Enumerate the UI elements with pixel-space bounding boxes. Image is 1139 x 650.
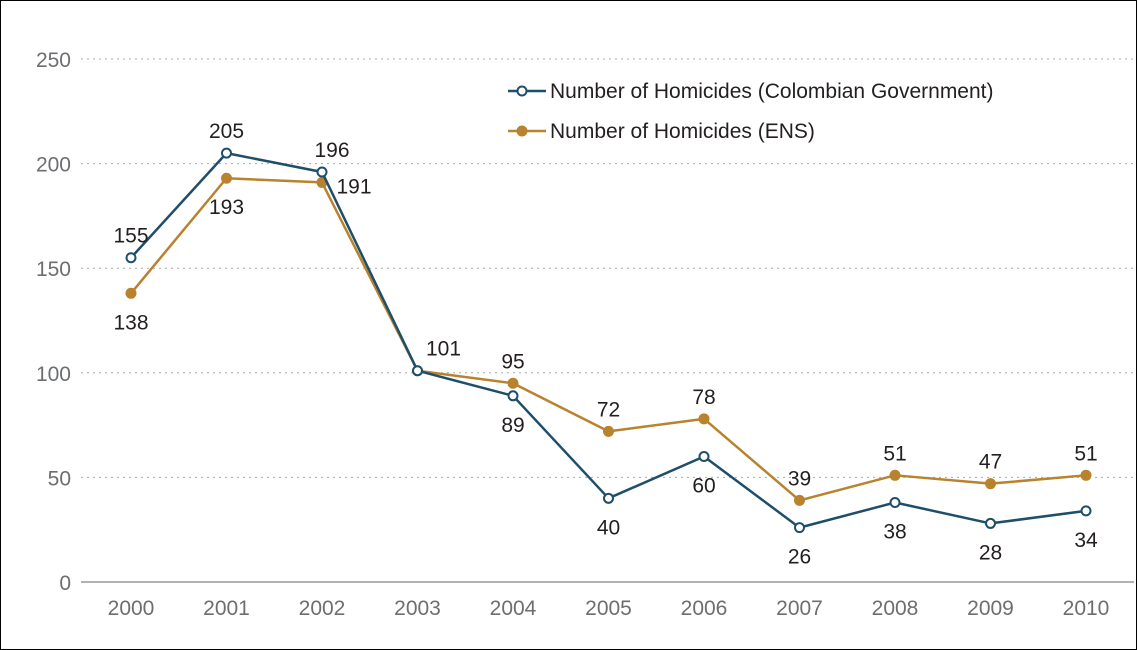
y-axis-ticks: 0 50 100 150 200 250 [36,49,71,595]
legend-label-government: Number of Homicides (Colombian Governmen… [550,80,994,103]
data-point-government [221,147,232,159]
legend-marker-ens [516,125,528,137]
x-tick-label: 2000 [108,597,155,620]
data-point-government [316,166,328,178]
y-tick-label: 100 [36,363,71,386]
data-point-ens [603,425,614,437]
data-point-ens [889,469,901,481]
data-point-ens [1080,469,1092,481]
x-tick-label: 2006 [681,597,728,620]
data-label-ens: 95 [501,350,524,373]
x-axis-ticks: 2000 2001 2002 2003 2004 2005 2006 2007 2008 2009… [108,597,1110,620]
data-label-ens: 191 [336,175,371,198]
legend-marker-government [516,85,528,97]
data-point-government [412,365,423,377]
data-label-government: 196 [314,139,349,162]
data-point-ens [985,478,996,490]
y-tick-label: 200 [36,154,71,177]
data-point-government [889,497,901,509]
y-tick-label: 250 [36,49,71,72]
data-label-ens: 51 [883,442,906,465]
data-label-ens: 193 [209,196,244,219]
data-label-government: 38 [883,521,906,544]
x-tick-label: 2005 [585,597,632,620]
data-label-ens: 51 [1074,442,1097,465]
legend-item-ens: Number of Homicides (ENS) [508,120,815,143]
x-tick-label: 2009 [967,597,1014,620]
data-label-ens: 138 [113,311,148,334]
data-point-ens [221,172,232,184]
data-label-government: 26 [788,546,811,569]
legend-label-ens: Number of Homicides (ENS) [550,120,815,143]
data-point-government [1080,505,1092,517]
data-label-ens: 101 [426,338,461,361]
x-tick-label: 2004 [490,597,537,620]
data-label-government: 205 [209,120,244,143]
y-tick-label: 0 [59,572,71,595]
data-point-government [603,492,614,504]
series-line-government [130,151,1087,529]
data-point-government [125,252,137,264]
y-tick-label: 50 [48,467,71,490]
y-tick-label: 150 [36,258,71,281]
x-tick-label: 2008 [872,597,919,620]
data-label-government: 155 [113,225,148,248]
data-point-government [507,390,519,402]
series-layer [125,147,1092,534]
series-line-ens [130,176,1087,502]
data-label-ens: 47 [979,451,1002,474]
legend-item-government: Number of Homicides (Colombian Governmen… [508,80,994,103]
x-tick-label: 2010 [1063,597,1110,620]
data-label-government: 34 [1074,529,1098,552]
data-point-ens [125,287,137,299]
data-label-ens: 78 [692,386,715,409]
x-tick-label: 2007 [776,597,823,620]
data-label-ens: 72 [597,398,620,421]
data-label-government: 40 [597,516,620,539]
data-point-ens [507,377,519,389]
data-point-ens [698,413,710,425]
gridlines [81,58,1134,478]
data-label-government: 28 [979,541,1002,564]
x-tick-label: 2001 [203,597,250,620]
legend: Number of Homicides (Colombian Governmen… [508,80,994,143]
data-point-government [985,517,996,529]
data-label-ens: 39 [788,467,811,490]
data-label-government: 89 [501,414,524,437]
data-labels: 155 138 205 193 196 191 101 89 95 40 72 60 78 26 39 38 5… [113,120,1098,568]
data-point-ens [794,494,805,506]
data-label-government: 60 [692,474,715,497]
data-point-government [794,522,805,534]
x-tick-label: 2002 [299,597,346,620]
data-point-government [698,450,710,462]
x-tick-label: 2003 [394,597,441,620]
